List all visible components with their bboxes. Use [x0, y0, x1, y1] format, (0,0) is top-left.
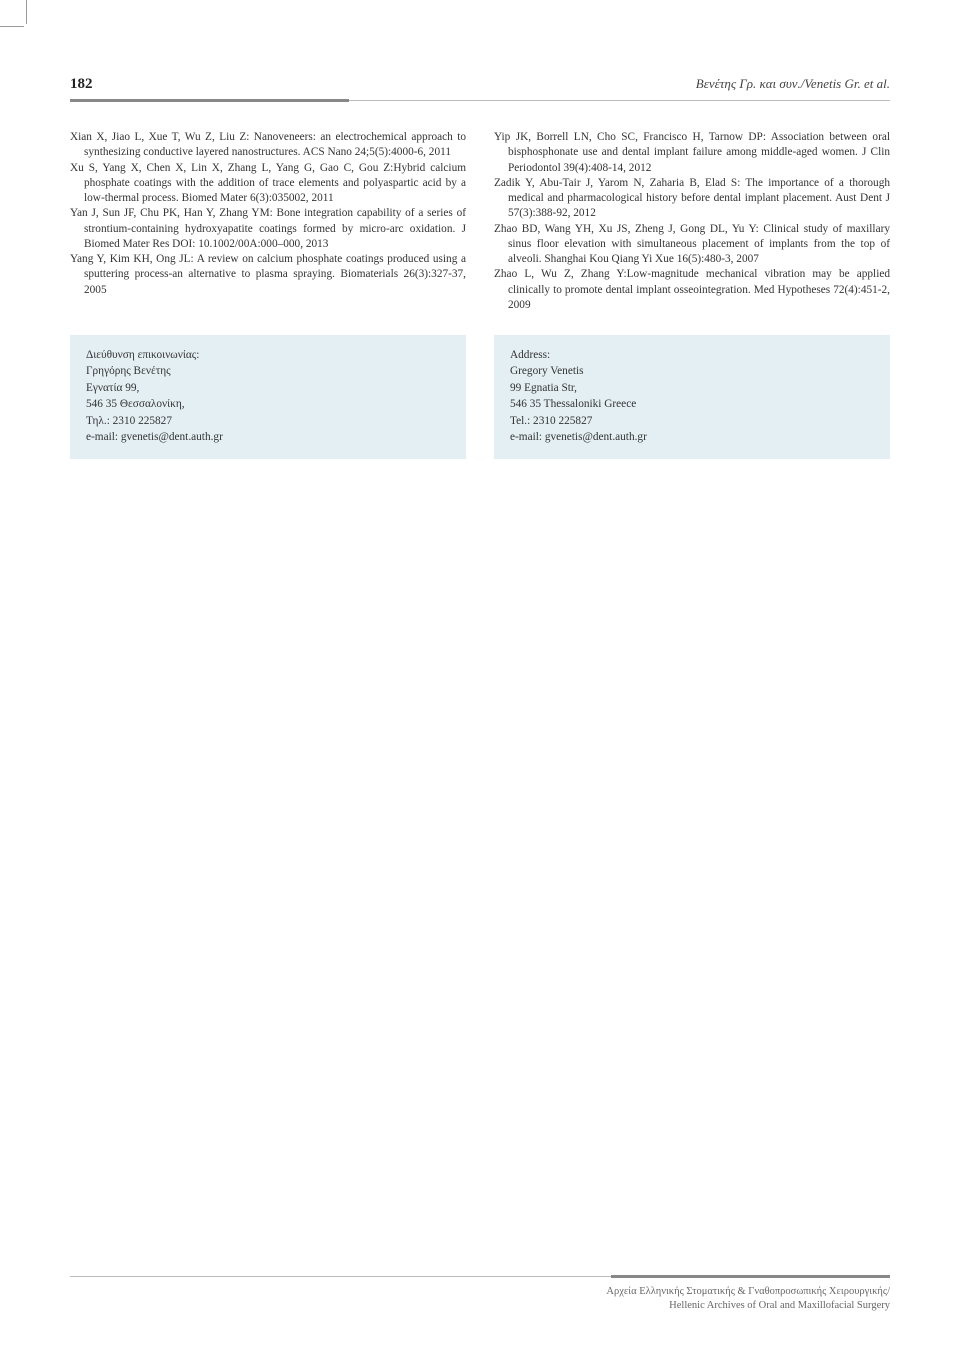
- address-row: Διεύθυνση επικοινωνίας: Γρηγόρης Βενέτης…: [70, 335, 890, 459]
- footer-line: Hellenic Archives of Oral and Maxillofac…: [606, 1299, 890, 1313]
- reference-item: Zhao BD, Wang YH, Xu JS, Zheng J, Gong D…: [494, 222, 890, 268]
- references-left-column: Xian X, Jiao L, Xue T, Wu Z, Liu Z: Nano…: [70, 130, 466, 313]
- header-rule-thin: [349, 100, 890, 101]
- address-line: 546 35 Θεσσαλονίκη,: [86, 396, 450, 412]
- address-box-english: Address: Gregory Venetis 99 Egnatia Str,…: [494, 335, 890, 459]
- address-tel: Tel.: 2310 225827: [510, 413, 874, 429]
- footer-rule-thin: [70, 1276, 611, 1277]
- page-container: 182 Βενέτης Γρ. και συν./Venetis Gr. et …: [0, 0, 960, 499]
- reference-item: Xu S, Yang X, Chen X, Lin X, Zhang L, Ya…: [70, 161, 466, 207]
- address-email: e-mail: gvenetis@dent.auth.gr: [510, 429, 874, 445]
- page-footer: Αρχεία Ελληνικής Στοματικής & Γναθοπροσω…: [606, 1285, 890, 1313]
- references-columns: Xian X, Jiao L, Xue T, Wu Z, Liu Z: Nano…: [70, 130, 890, 313]
- page-number: 182: [70, 76, 93, 93]
- reference-item: Zhao L, Wu Z, Zhang Y:Low-magnitude mech…: [494, 267, 890, 313]
- address-line: 546 35 Thessaloniki Greece: [510, 396, 874, 412]
- footer-rule: [70, 1276, 890, 1277]
- running-title: Βενέτης Γρ. και συν./Venetis Gr. et al.: [696, 76, 890, 92]
- reference-item: Xian X, Jiao L, Xue T, Wu Z, Liu Z: Nano…: [70, 130, 466, 161]
- crop-mark-horizontal: [0, 26, 24, 27]
- address-email: e-mail: gvenetis@dent.auth.gr: [86, 429, 450, 445]
- address-label: Διεύθυνση επικοινωνίας:: [86, 347, 450, 363]
- address-name: Gregory Venetis: [510, 363, 874, 379]
- address-label: Address:: [510, 347, 874, 363]
- address-line: 99 Egnatia Str,: [510, 380, 874, 396]
- address-line: Εγνατία 99,: [86, 380, 450, 396]
- reference-item: Zadik Y, Abu-Tair J, Yarom N, Zaharia B,…: [494, 176, 890, 222]
- header-rule-thick: [70, 99, 349, 102]
- reference-item: Yip JK, Borrell LN, Cho SC, Francisco H,…: [494, 130, 890, 176]
- reference-item: Yan J, Sun JF, Chu PK, Han Y, Zhang YM: …: [70, 206, 466, 252]
- header-rule: [70, 99, 890, 102]
- crop-mark-vertical: [26, 0, 27, 24]
- address-name: Γρηγόρης Βενέτης: [86, 363, 450, 379]
- address-tel: Τηλ.: 2310 225827: [86, 413, 450, 429]
- reference-item: Yang Y, Kim KH, Ong JL: A review on calc…: [70, 252, 466, 298]
- page-header: 182 Βενέτης Γρ. και συν./Venetis Gr. et …: [70, 76, 890, 93]
- address-box-greek: Διεύθυνση επικοινωνίας: Γρηγόρης Βενέτης…: [70, 335, 466, 459]
- footer-rule-thick: [611, 1275, 890, 1278]
- references-right-column: Yip JK, Borrell LN, Cho SC, Francisco H,…: [494, 130, 890, 313]
- footer-line: Αρχεία Ελληνικής Στοματικής & Γναθοπροσω…: [606, 1285, 890, 1299]
